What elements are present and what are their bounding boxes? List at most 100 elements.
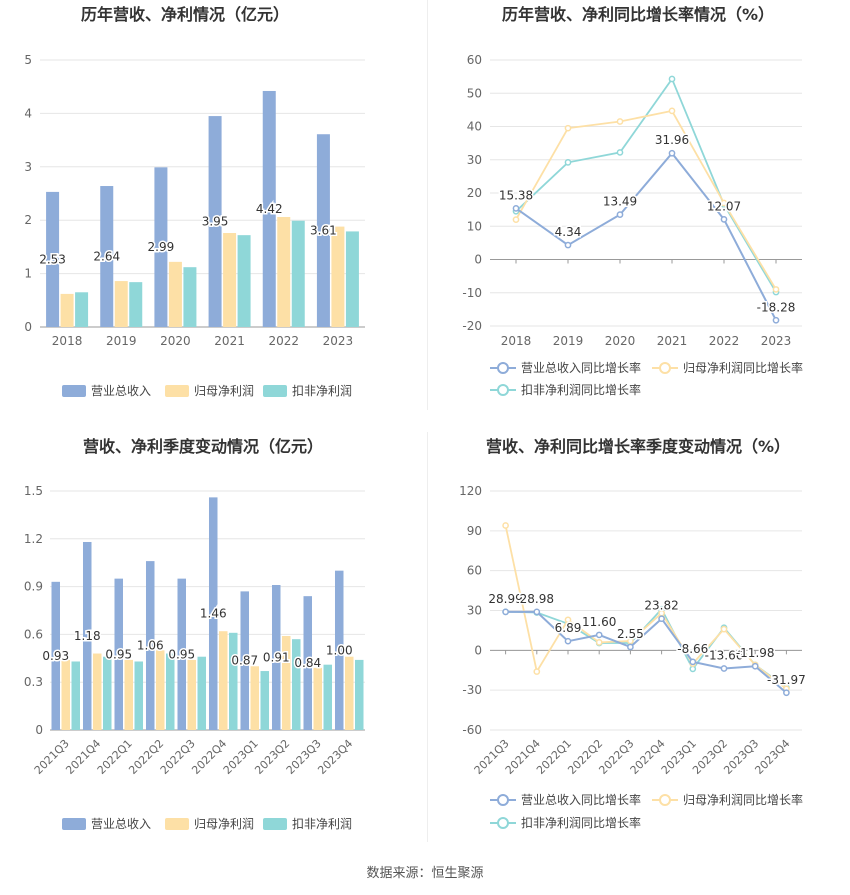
bar-deducted-profit	[103, 656, 112, 730]
data-label: 28.99	[488, 592, 522, 606]
data-label: 15.38	[499, 188, 533, 202]
bar-net-profit	[124, 659, 134, 730]
legend-label: 归母净利润	[194, 817, 254, 831]
data-label: 1.06	[137, 639, 164, 653]
y-tick-label: 1	[24, 267, 32, 281]
legend-label: 扣非净利润	[292, 384, 352, 398]
legend-marker	[497, 384, 509, 396]
point-revenue-growth	[533, 608, 541, 616]
data-label: 2.64	[93, 250, 120, 264]
data-label: 13.49	[603, 195, 637, 209]
point-net-profit-growth	[668, 107, 676, 115]
line-revenue-growth	[505, 610, 788, 694]
x-tick-label: 2023Q4	[315, 737, 355, 777]
data-label: 23.82	[644, 599, 678, 613]
legend-marker	[497, 817, 509, 829]
point-revenue-growth	[595, 631, 603, 639]
legend-item: 归母净利润	[165, 817, 254, 831]
x-tick-label: 2019	[106, 334, 137, 348]
data-label: 31.96	[655, 133, 689, 147]
legend-label: 扣非净利润同比增长率	[521, 815, 641, 830]
bar-net-profit	[114, 281, 128, 327]
bar-deducted-profit	[292, 639, 301, 730]
x-tick-label: 2023	[761, 334, 792, 348]
y-tick-label: 4	[24, 106, 32, 120]
point-net-profit-growth	[720, 625, 728, 633]
data-label: 1.00	[326, 643, 353, 657]
y-tick-label: 60	[467, 564, 482, 578]
bar-revenue	[114, 578, 123, 730]
legend-label: 归母净利润	[194, 384, 254, 398]
bar-deducted-profit	[129, 282, 143, 327]
legend-swatch	[62, 818, 86, 830]
y-tick-label: 120	[459, 484, 482, 498]
data-label: 2.53	[39, 252, 66, 266]
point-revenue-growth	[751, 662, 759, 670]
bar-deducted-profit	[166, 653, 175, 730]
point-revenue-growth	[720, 665, 728, 672]
bar-deducted-profit	[75, 292, 89, 327]
point-net-profit-growth	[502, 522, 509, 529]
y-tick-label: 0.3	[24, 675, 43, 689]
bar-revenue	[100, 186, 114, 327]
bar-revenue	[334, 570, 344, 730]
bar-deducted-profit	[291, 220, 305, 327]
bar-revenue	[145, 561, 155, 730]
point-deducted-profit-growth	[564, 159, 572, 166]
bar-deducted-profit	[237, 235, 251, 327]
legend-item: 营业总收入同比增长率	[490, 360, 641, 375]
y-tick-label: -20	[462, 319, 482, 333]
data-label: 0.95	[168, 647, 195, 661]
point-net-profit-growth	[595, 639, 603, 646]
bar-net-profit	[155, 650, 165, 730]
y-tick-label: 50	[467, 86, 482, 100]
bar-net-profit	[313, 667, 323, 730]
bar-net-profit	[218, 631, 228, 730]
legend-label: 营业总收入	[91, 817, 151, 831]
x-tick-label: 2020	[605, 334, 636, 348]
point-net-profit-growth	[720, 199, 728, 207]
y-tick-label: 30	[467, 604, 482, 618]
bar-net-profit	[92, 653, 102, 730]
legend-swatch	[62, 385, 86, 397]
point-revenue-growth	[658, 615, 665, 623]
legend-item: 扣非净利润	[263, 817, 352, 831]
y-tick-label: 90	[467, 524, 482, 538]
bar-deducted-profit	[197, 656, 207, 730]
y-tick-label: 0	[35, 723, 43, 737]
legend-marker	[659, 794, 671, 806]
x-tick-label: 2023Q4	[752, 737, 792, 777]
legend-label: 归母净利润同比增长率	[683, 792, 803, 807]
legend-item: 归母净利润同比增长率	[652, 792, 803, 807]
legend-label: 营业总收入同比增长率	[521, 360, 641, 375]
bar-revenue	[240, 591, 249, 730]
data-label: 0.91	[263, 651, 290, 665]
bar-revenue	[208, 116, 222, 327]
y-tick-label: 10	[467, 219, 482, 233]
bar-revenue	[262, 90, 276, 327]
chart-title: 营收、净利同比增长率季度变动情况（%）	[486, 437, 790, 456]
data-label: 0.93	[42, 649, 69, 663]
y-tick-label: -60	[462, 723, 482, 737]
data-label: -13.66	[705, 648, 744, 662]
bar-revenue	[208, 497, 218, 730]
bar-net-profit	[60, 293, 74, 327]
data-source-prefix: 数据来源：	[366, 866, 432, 881]
x-tick-label: 2023	[323, 334, 354, 348]
data-label: -31.97	[767, 673, 806, 687]
data-label: 4.34	[555, 225, 582, 239]
point-revenue-growth	[627, 643, 634, 651]
legend-label: 扣非净利润同比增长率	[521, 382, 641, 397]
point-revenue-growth	[668, 149, 676, 157]
legend-item: 扣非净利润同比增长率	[490, 382, 641, 397]
x-tick-label: 2018	[501, 334, 532, 348]
data-label: 1.18	[74, 629, 101, 643]
data-source-note: 数据来源：恒生聚源	[0, 862, 850, 881]
chart-3: 营收、净利季度变动情况（亿元）00.30.60.91.21.52021Q3202…	[24, 437, 365, 831]
line-deducted-profit-growth	[515, 77, 777, 293]
legend-label: 归母净利润同比增长率	[683, 360, 803, 375]
bar-net-profit	[344, 656, 354, 730]
column-divider-bottom	[427, 432, 428, 842]
legend-item: 扣非净利润	[263, 384, 352, 398]
